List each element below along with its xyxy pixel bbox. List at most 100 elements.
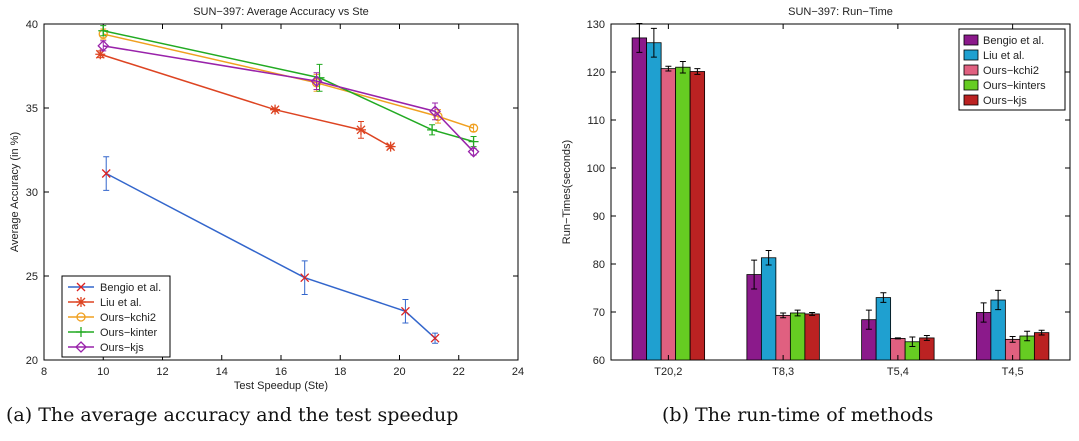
- error-bar-bengio-et-al-t4-5: [980, 302, 987, 323]
- bar-ours-kchi2-t20-2: [660, 68, 677, 361]
- category-label: T5,4: [887, 366, 909, 378]
- series-liu-et-al: [95, 49, 396, 152]
- data-point-liu-et-al: [355, 124, 366, 135]
- error-bar-ours-kjs-t5-4: [923, 335, 930, 341]
- y-tick-label-a: 30: [26, 187, 38, 199]
- category-label: T20,2: [654, 366, 682, 378]
- data-point-liu-et-al-shape: [95, 49, 106, 60]
- legend-marker-ours-kinter-shape: [76, 327, 86, 337]
- data-point-ours-kjs-shape: [97, 39, 110, 52]
- y-tick-label-a: 25: [26, 271, 38, 283]
- y-tick-label-b: 70: [593, 307, 605, 319]
- bar-ours-kinters-t20-2: [675, 66, 691, 361]
- legend-marker-ours-kjs: [75, 341, 87, 353]
- accuracy-vs-speedup-chart: 8 10 12 14 16 18 20 22 24 20 25 30 35 40 SUN−397: Aver…: [9, 6, 524, 392]
- data-point-ours-kinter-shape: [427, 124, 438, 135]
- data-point-bengio-et-al: [300, 273, 310, 283]
- chart-title-b: SUN−397: Run−Time: [788, 6, 893, 18]
- x-tick-label-a: 14: [216, 366, 228, 378]
- error-bar-liu-et-al-t4-5: [995, 289, 1002, 311]
- legend-label-ours-kinter: Ours−kinter: [100, 327, 157, 339]
- legend-marker-liu-et-al-shape: [76, 297, 86, 307]
- x-tick-label-a: 10: [97, 366, 109, 378]
- category-label: T4,5: [1002, 366, 1024, 378]
- bar-ours-kchi2-t8-3: [775, 314, 791, 361]
- data-point-ours-kjs-shape: [310, 75, 323, 88]
- series-line-bengio-et-al: [105, 172, 436, 339]
- error-bar-ours-kinters-t4-5: [1024, 330, 1031, 342]
- series-line-ours-kjs: [103, 45, 475, 153]
- legend-marker-ours-kinter: [76, 327, 86, 337]
- bar-ours-kjs-t5-4: [919, 337, 935, 361]
- x-tick-label-a: 18: [334, 366, 346, 378]
- y-tick-label-b: 60: [593, 355, 605, 367]
- data-point-bengio-et-al-shape: [430, 333, 440, 343]
- data-point-liu-et-al-shape: [355, 124, 366, 135]
- data-point-bengio-et-al-shape: [300, 273, 310, 283]
- bar-liu-et-al-t20-2: [646, 42, 662, 361]
- data-point-bengio-et-al: [430, 333, 440, 343]
- y-tick-label-b: 100: [587, 163, 605, 175]
- series-ours-kchi2: [98, 28, 479, 133]
- data-point-ours-kinter-shape: [98, 25, 109, 36]
- bar-ours-kjs-t8-3: [804, 313, 820, 361]
- legend-label-ours-kjs: Ours−kjs: [983, 95, 1027, 107]
- y-tick-label-b: 120: [587, 67, 605, 79]
- bar-ours-kinters-t8-3: [789, 312, 806, 361]
- series-ours-kinter: [98, 25, 479, 148]
- data-point-ours-kjs-shape: [467, 145, 480, 158]
- legend-label-bengio-et-al: Bengio et al.: [100, 282, 161, 294]
- bar-group-t20-2: [631, 23, 706, 361]
- legend-swatch-bengio-et-al: [963, 34, 979, 46]
- data-point-ours-kinter: [468, 136, 479, 147]
- error-bar-ours-kchi2-t20-2: [665, 65, 672, 72]
- y-axis-label-b: Run−Times(seconds): [561, 140, 573, 244]
- error-bar-bengio-et-al-t5-4: [865, 309, 872, 330]
- data-point-ours-kinter: [427, 124, 438, 135]
- legend-label-liu-et-al: Liu et al.: [100, 297, 142, 309]
- data-point-bengio-et-al: [400, 306, 410, 316]
- data-point-ours-kjs: [467, 145, 480, 158]
- error-bar-ours-kinters-t8-3: [794, 309, 801, 317]
- series-line-liu-et-al: [100, 53, 391, 148]
- y-tick-label-b: 110: [587, 115, 605, 127]
- category-label: T8,3: [772, 366, 794, 378]
- data-point-bengio-et-al-shape: [400, 306, 410, 316]
- bar-liu-et-al-t5-4: [875, 297, 892, 361]
- error-bar-ours-kinters-t20-2: [679, 60, 686, 74]
- data-point-liu-et-al-shape: [270, 104, 281, 115]
- legend-label-liu-et-al: Liu et al.: [983, 50, 1025, 62]
- x-tick-label-a: 12: [156, 366, 168, 378]
- error-bar-liu-et-al-t20-2: [650, 27, 657, 58]
- data-point-liu-et-al: [270, 104, 281, 115]
- data-point-bengio-et-al: [101, 169, 111, 178]
- series-bengio-et-al: [101, 156, 440, 344]
- y-tick-label-a: 35: [26, 103, 38, 115]
- legend-marker-ours-kchi2-shape: [76, 312, 86, 322]
- x-tick-label-a: 16: [275, 366, 287, 378]
- x-tick-label-a: 22: [453, 366, 465, 378]
- bar-group-t5-4: [861, 292, 935, 361]
- error-bar-bengio-et-al-t8-3: [751, 259, 758, 290]
- bar-ours-kjs-t4-5: [1033, 332, 1050, 361]
- bar-liu-et-al-t8-3: [760, 257, 777, 361]
- x-axis-label-a: Test Speedup (Ste): [234, 380, 328, 392]
- caption-b: (b) The run-time of methods: [662, 404, 934, 426]
- legend-b: Bengio et al. Liu et al. Ours−kchi2 Ours−ki…: [958, 28, 1066, 111]
- data-point-liu-et-al: [385, 141, 396, 152]
- y-tick-label-a: 20: [26, 355, 38, 367]
- bar-ours-kjs-t20-2: [689, 71, 706, 361]
- series-ours-kjs: [97, 39, 480, 158]
- legend-label-ours-kchi2: Ours−kchi2: [100, 312, 156, 324]
- legend-a: Bengio et al. Liu et al. Ours−kchi2 Ours−ki…: [61, 275, 171, 358]
- error-bar-bengio-et-al-t20-2: [636, 23, 643, 53]
- data-point-ours-kchi2: [468, 123, 479, 133]
- bar-bengio-et-al-t20-2: [631, 37, 648, 361]
- data-point-ours-kjs-shape: [429, 105, 441, 118]
- legend-marker-liu-et-al: [76, 297, 86, 307]
- error-bar-ours-kjs-t8-3: [809, 311, 816, 316]
- data-point-ours-kinter: [98, 25, 109, 36]
- error-bar-ours-kchi2-t5-4: [894, 337, 901, 340]
- data-point-ours-kchi2-shape: [433, 111, 443, 122]
